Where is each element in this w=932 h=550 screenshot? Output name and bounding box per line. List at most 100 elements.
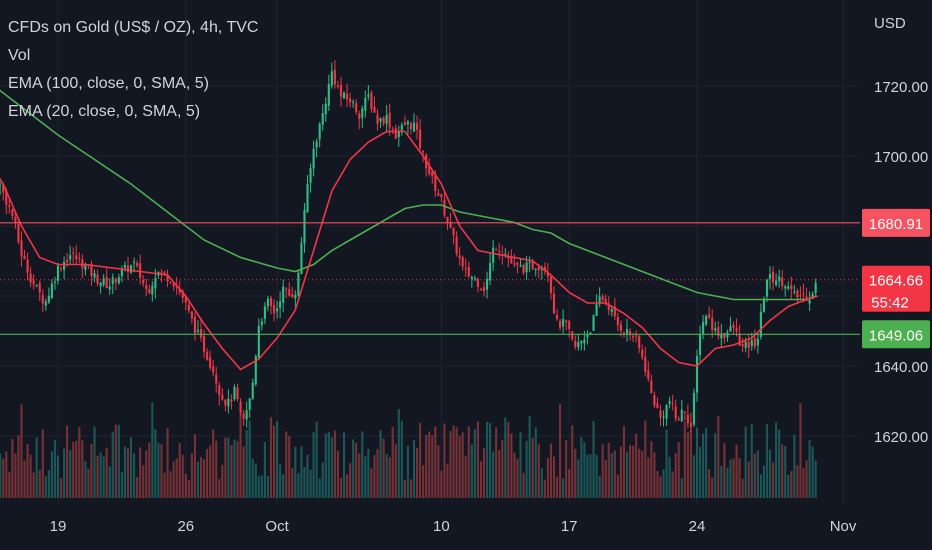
volume-bar [668,456,671,498]
volume-bar [485,421,489,498]
candle-body [768,274,772,279]
candle-body [790,285,793,290]
candle-body [151,285,154,295]
candle-body [546,273,549,277]
volume-bar [318,478,321,498]
volume-bar [242,446,245,498]
volume-bar [549,443,553,498]
candle-body [388,112,391,128]
candle-body [811,293,814,299]
volume-bar [29,454,32,498]
volume-bar [41,429,44,498]
candle-body [756,338,759,346]
volume-bar [370,468,373,498]
volume-bar [528,415,531,498]
volume-bar [449,430,452,498]
candle-body [489,263,492,281]
volume-bar [114,424,117,498]
candle-body [245,410,248,420]
volume-bar [702,433,705,498]
candle-body [665,405,668,419]
candle-body [525,262,528,273]
volume-bar [425,434,428,498]
volume-bar [507,421,510,498]
candle-body [367,94,370,97]
volume-bar [312,432,315,498]
candle-body [26,259,29,273]
volume-bar [102,456,105,498]
candle-body [781,277,784,287]
volume-bar [209,445,212,498]
volume-bar [230,445,233,498]
candle-body [196,329,200,332]
volume-bar [531,438,534,498]
candle-body [59,267,63,270]
candle-body [403,122,406,125]
candle-body [93,273,96,278]
candle-body [498,251,501,253]
candle-body [254,355,257,385]
volume-bar [394,444,397,498]
candle-body [772,271,775,283]
volume-bar [638,448,641,498]
volume-bar [193,434,196,498]
volume-bar [787,475,790,498]
volume-bar [245,429,248,498]
volume-bar [461,432,464,498]
volume-bar [793,434,796,498]
candle-body [589,332,592,335]
resistance-price-tag [862,208,930,237]
volume-bar [282,474,285,498]
volume-bar [653,452,656,498]
legend-ema20[interactable]: EMA (20, close, 0, SMA, 5) [8,103,201,120]
candle-body [479,288,483,290]
candle-body [370,92,373,109]
volume-bar [501,440,504,498]
ema100-line [0,89,818,301]
legend-title[interactable]: CFDs on Gold (US$ / OZ), 4h, TVC [8,19,259,36]
volume-bar [662,469,665,498]
volume-bar [799,403,802,498]
candle-body [485,278,489,290]
volume-bar [324,433,327,498]
ema20-line [0,130,818,371]
volume-bar [212,429,215,498]
volume-bar [257,475,260,498]
candle-body [580,340,583,344]
volume-bar [294,446,297,498]
candle-body [415,123,419,130]
candle-body [324,103,327,115]
resistance-price-label: 1680.91 [869,216,923,233]
candle-body [90,263,93,276]
volume-bar [656,470,659,498]
volume-bar [686,432,689,498]
candle-body [793,291,796,293]
volume-bar [151,402,154,498]
candle-body [318,123,321,140]
candle-body [56,265,60,281]
volume-bar [187,479,190,498]
candle-body [41,294,44,304]
volume-bar [215,440,218,498]
legend-ema100[interactable]: EMA (100, close, 0, SMA, 5) [8,75,209,92]
candle-body [321,113,324,125]
candle-body [537,267,540,271]
legend-vol[interactable]: Vol [8,47,31,64]
x-tick-label: 17 [561,518,578,535]
volume-bar [269,417,273,498]
candle-body [689,422,692,428]
candle-body [449,222,452,228]
candle-body [142,279,145,284]
volume-bar [412,439,416,498]
volume-bar [446,463,449,498]
volume-bar [647,457,650,498]
volume-bar [315,421,318,498]
volume-bar [772,462,775,498]
candle-body [72,252,75,254]
volume-bar [385,454,388,498]
candle-body [279,301,282,308]
candle-body [75,255,78,260]
candle-body [17,223,20,242]
candle-body [63,261,66,270]
